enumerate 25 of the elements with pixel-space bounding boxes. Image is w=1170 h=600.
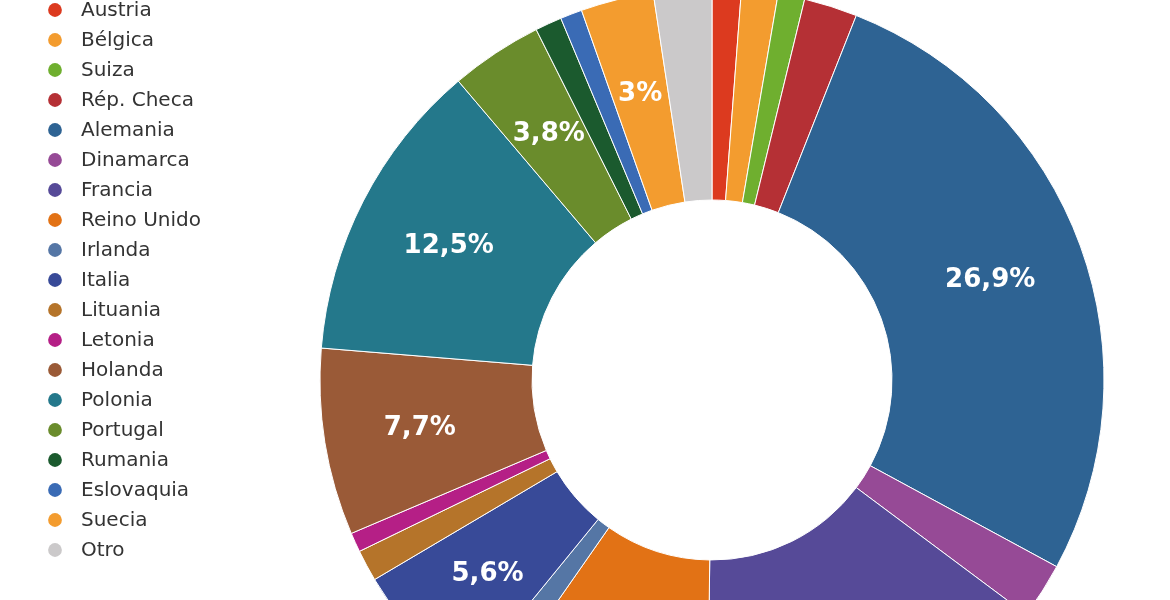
data-label: 7,7%	[383, 411, 456, 442]
legend-label: Letonia	[81, 327, 155, 351]
legend-label: Rép. Checa	[81, 87, 194, 111]
legend-label: Suecia	[81, 507, 148, 531]
legend-label: Italia	[81, 267, 131, 291]
data-label: 3,8%	[512, 117, 585, 148]
data-label: 5,6%	[451, 556, 524, 587]
legend-label: Eslovaquia	[81, 477, 190, 501]
legend-label: Suiza	[81, 57, 135, 81]
legend-label: Otro	[81, 537, 125, 561]
legend-label: Lituania	[81, 297, 161, 321]
legend-label: Portugal	[81, 417, 164, 441]
legend-label: Holanda	[81, 357, 164, 381]
legend-label: Polonia	[81, 387, 153, 411]
legend-label: Rumania	[81, 447, 169, 471]
legend-label: Irlanda	[81, 237, 151, 261]
legend-label: Dinamarca	[81, 147, 190, 171]
data-label: 12,5%	[403, 228, 494, 259]
legend-label: Bélgica	[81, 27, 155, 51]
data-label: 3%	[618, 76, 663, 107]
legend-label: Reino Unido	[81, 207, 201, 231]
legend-label: Austria	[81, 0, 152, 21]
legend-label: Francia	[81, 177, 154, 201]
data-label: 26,9%	[945, 262, 1036, 293]
legend-label: Alemania	[81, 117, 175, 141]
